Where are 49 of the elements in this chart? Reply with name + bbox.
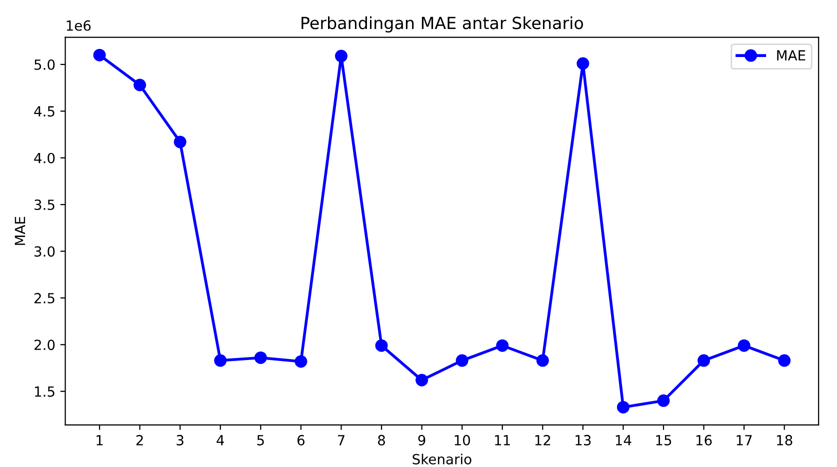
point (134, 78, 146, 92)
x-tick-label: 17 (736, 435, 752, 446)
y-tick-label: 4.5 (34, 106, 54, 117)
x-tick-label: 4 (216, 435, 224, 446)
x-tick-label: 9 (418, 434, 426, 446)
x-tick-label: 14 (616, 435, 632, 446)
point (214, 354, 227, 367)
x-tick-label: 7 (338, 435, 344, 446)
y-tick-label: 4.0 (34, 152, 55, 164)
x-tick-label: 5 (257, 435, 264, 446)
point (93, 48, 106, 62)
text: 1e6 (66, 20, 91, 31)
x-tick-label: 3 (176, 434, 184, 446)
x-tick-label: 16 (696, 434, 712, 446)
point (536, 354, 549, 367)
y-tick-label: 3.0 (34, 246, 55, 257)
x-tick-label: 2 (136, 434, 143, 446)
y-axis-title: MAE (14, 216, 26, 245)
y-tick-label: 3.5 (34, 200, 54, 210)
x-tick-label: 10 (454, 434, 470, 446)
point (576, 57, 590, 70)
point (416, 374, 428, 386)
point (657, 394, 670, 407)
point (294, 355, 308, 368)
y-tick-label: 1.5 (35, 386, 54, 397)
point (174, 136, 186, 148)
y-tick-label: 2.5 (34, 292, 54, 304)
chart-title: Perbandingan MAE antar Skenario (302, 16, 584, 32)
point (616, 400, 630, 414)
x-tick-label: 8 (378, 434, 385, 446)
point (254, 351, 267, 364)
x-tick-label: 11 (495, 435, 510, 446)
point (778, 354, 791, 367)
y-tick-label: 2.0 (34, 340, 55, 350)
legend-label: MAE (777, 50, 806, 60)
y-tick-label: 5.0 (34, 59, 55, 70)
point (375, 339, 388, 352)
point (334, 50, 348, 62)
point (738, 339, 750, 352)
x-tick-label: 18 (777, 434, 792, 446)
point (456, 354, 468, 367)
x-tick-label: 12 (535, 434, 550, 446)
x-tick-label: 15 (656, 435, 672, 446)
point (496, 339, 509, 352)
point (698, 354, 710, 367)
x-tick-label: 1 (96, 435, 103, 446)
x-axis-title: Skenario (412, 454, 472, 464)
x-tick-label: 6 (297, 434, 304, 446)
x-tick-label: 13 (576, 434, 591, 446)
